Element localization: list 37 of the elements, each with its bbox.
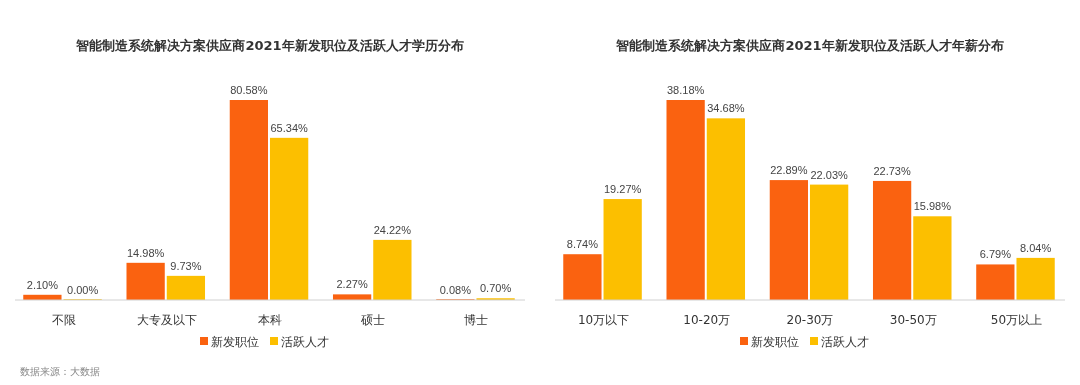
data-label: 24.22% xyxy=(373,223,412,236)
data-label: 22.89% xyxy=(770,164,808,177)
source-note: 数据来源：大数据 xyxy=(20,366,100,377)
x-tick-label: 不限 xyxy=(51,313,76,327)
legend-label: 活跃人才 xyxy=(821,335,869,349)
x-tick-label: 20-30万 xyxy=(786,313,834,327)
data-label: 8.74% xyxy=(566,238,599,251)
data-label: 0.00% xyxy=(67,284,99,296)
chart-title: 智能制造系统解决方案供应商2021年新发职位及活跃人才年薪分布 xyxy=(615,38,1004,53)
data-label: 34.68% xyxy=(707,102,745,115)
chart-title: 智能制造系统解决方案供应商2021年新发职位及活跃人才学历分布 xyxy=(75,38,464,53)
data-label: 38.18% xyxy=(666,84,705,96)
data-label: 2.10% xyxy=(26,278,59,291)
data-label: 0.08% xyxy=(439,283,472,296)
x-tick-label: 30-50万 xyxy=(889,313,937,327)
x-tick-label: 大专及以下 xyxy=(136,313,197,327)
data-label: 80.58% xyxy=(230,84,268,96)
data-label: 14.98% xyxy=(126,246,165,259)
data-label: 65.34% xyxy=(270,121,308,134)
legend-label: 新发职位 xyxy=(751,335,799,349)
data-label: 9.73% xyxy=(170,259,202,272)
data-label: 6.79% xyxy=(979,248,1012,261)
data-label: 22.03% xyxy=(810,168,848,181)
legend-label: 新发职位 xyxy=(211,335,259,349)
data-label: 22.73% xyxy=(873,164,911,177)
data-label: 2.27% xyxy=(336,278,368,291)
x-tick-label: 硕士 xyxy=(360,313,386,327)
x-tick-label: 博士 xyxy=(464,313,489,327)
x-tick-label: 50万以上 xyxy=(990,313,1043,327)
data-label: 19.27% xyxy=(604,183,642,196)
legend-label: 活跃人才 xyxy=(281,335,329,349)
data-label: 15.98% xyxy=(913,200,952,213)
x-tick-label: 10-20万 xyxy=(683,313,731,327)
data-label: 8.04% xyxy=(1020,241,1052,254)
data-label: 0.70% xyxy=(480,282,512,295)
x-tick-label: 本科 xyxy=(258,313,282,327)
x-tick-label: 10万以下 xyxy=(577,313,630,327)
